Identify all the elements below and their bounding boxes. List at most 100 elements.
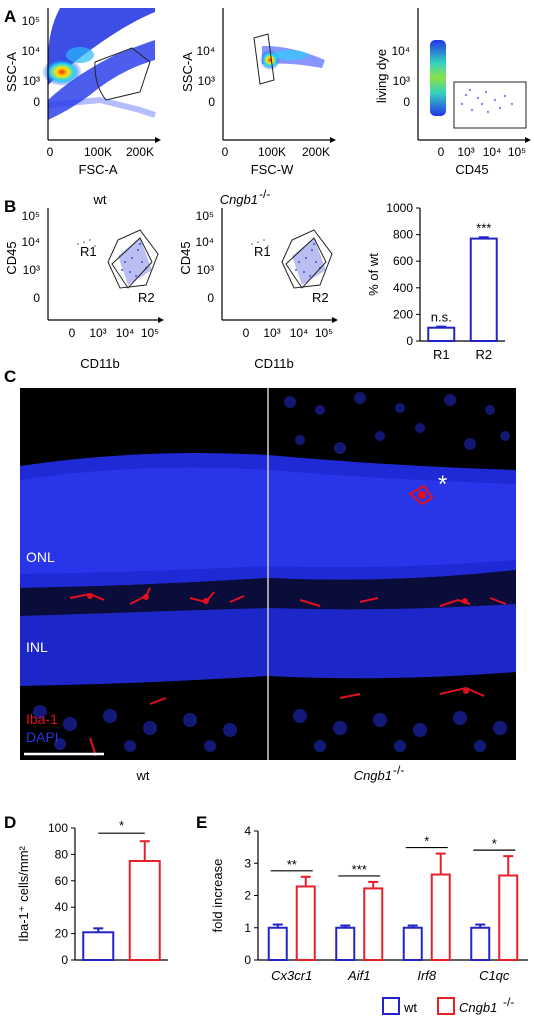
y-tick-label: 80	[55, 847, 69, 861]
ytick-b1-0: 10⁵	[22, 209, 40, 223]
xtick-b2-2: 10⁴	[290, 326, 309, 340]
ytick-a3-2: 0	[403, 95, 410, 109]
gate-r2-b2	[285, 237, 327, 289]
y-tick-label: 40	[55, 900, 69, 914]
y-tick-label: 2	[244, 889, 251, 903]
panel-label-e: E	[196, 813, 207, 832]
panel-label-c: C	[4, 367, 16, 386]
legend-label-wt: wt	[403, 1000, 417, 1015]
layer-label-inl: INL	[26, 639, 48, 655]
ytick-a3-1: 10³	[393, 74, 410, 88]
gate-a3	[453, 81, 527, 129]
y-tick-label: 400	[393, 281, 413, 295]
xlabel-a2: FSC-W	[251, 162, 294, 177]
xtick-b2-1: 10³	[263, 326, 280, 340]
ytick-b1-3: 0	[33, 291, 40, 305]
xtick-a3-3: 10⁵	[508, 145, 526, 159]
ytick-a1-2: 10³	[23, 74, 40, 88]
xtick-a2-2: 200K	[302, 145, 330, 159]
xtick-b2-0: 0	[243, 326, 250, 340]
bar	[267, 926, 288, 961]
gate-label-r2-b1: R2	[138, 290, 155, 305]
gate-a1	[94, 47, 151, 101]
legend-dapi: DAPI	[26, 729, 59, 745]
bar	[430, 873, 451, 961]
significance-label: n.s.	[431, 310, 452, 325]
ytick-b1-1: 10⁴	[21, 235, 40, 249]
xtick-b1-1: 10³	[89, 326, 106, 340]
title-b2: Cngb1	[220, 192, 258, 207]
bar	[82, 931, 115, 962]
significance-label: ***	[352, 862, 367, 877]
significance-label: ***	[476, 220, 491, 235]
xtick-a1-1: 100K	[84, 145, 112, 159]
ylabel-b2: CD45	[178, 241, 193, 274]
ylabel-a3: living dye	[374, 49, 389, 103]
legend-swatch-wt	[382, 997, 400, 1015]
category-label: Aif1	[347, 968, 370, 983]
ytick-a1-3: 0	[33, 95, 40, 109]
caption-cngb1: Cngb1	[354, 768, 392, 783]
gate-r2-b1	[111, 237, 153, 289]
y-tick-label: 0	[244, 953, 251, 967]
xtick-a2-0: 0	[222, 145, 229, 159]
xlabel-b1: CD11b	[80, 356, 120, 371]
y-axis-label: fold increase	[210, 859, 225, 933]
title-b2-sup: -/-	[259, 187, 270, 201]
category-label: Irf8	[417, 968, 437, 983]
y-tick-label: 4	[244, 824, 251, 838]
legend-label-cngb1-sup: -/-	[503, 995, 514, 1009]
asterisk-marker: *	[438, 471, 447, 498]
xlabel-a3: CD45	[455, 162, 488, 177]
y-tick-label: 200	[393, 307, 413, 321]
category-label: R2	[475, 347, 492, 362]
panel-label-a: A	[4, 7, 16, 26]
ytick-b2-2: 10³	[197, 263, 214, 277]
xtick-a2-1: 100K	[258, 145, 286, 159]
title-b1: wt	[93, 192, 107, 207]
y-tick-label: 0	[406, 334, 413, 348]
ylabel-a2: SSC-A	[180, 52, 195, 92]
ytick-a1-1: 10⁴	[21, 44, 40, 58]
flow-plot-a2: 10⁴ 10³ 0 0 100K 200K FSC-W SSC-A	[180, 8, 336, 177]
flow-plot-b1: wt R1 R2 10⁵ 10⁴ 10³ 0 0 10³ 10⁴ 10⁵ CD1…	[4, 192, 164, 371]
y-tick-label: 60	[55, 874, 69, 888]
y-tick-label: 20	[55, 927, 69, 941]
legend-e: wt Cngb1 -/-	[382, 995, 514, 1015]
legend-iba1: Iba-1	[26, 711, 58, 727]
significance-label: **	[287, 857, 297, 872]
y-tick-label: 1000	[386, 201, 413, 215]
panel-label-d: D	[4, 813, 16, 832]
flow-plot-a1: 10⁵ 10⁴ 10³ 0 0 100K 200K FSC-A SSC-A	[4, 8, 161, 177]
bar-chart-d: 0 20 40 60 80 100 Iba-1⁺ cells/mm² *	[16, 818, 168, 967]
xtick-a1-2: 200K	[126, 145, 154, 159]
legend-label-cngb1: Cngb1	[459, 1000, 497, 1015]
xtick-a3-0: 0	[438, 145, 445, 159]
xtick-b2-3: 10⁵	[315, 326, 333, 340]
bar	[427, 326, 456, 343]
ylabel-b1: CD45	[4, 241, 19, 274]
ytick-b2-3: 0	[207, 291, 214, 305]
significance-label: *	[424, 834, 429, 849]
bar	[295, 885, 316, 961]
bar-chart-b: 0 200 400 600 800 1000 % of wt n.s. R1 *** R2	[366, 201, 505, 362]
gate-a2	[253, 33, 275, 85]
ytick-a3-0: 10⁴	[391, 44, 410, 58]
bar	[469, 237, 498, 342]
y-tick-label: 0	[61, 953, 68, 967]
y-tick-label: 1	[244, 921, 251, 935]
micrograph-c: * ONL INL Iba-1 DAPI	[20, 388, 516, 760]
bar	[128, 860, 161, 961]
ytick-b2-1: 10⁴	[195, 235, 214, 249]
caption-wt: wt	[136, 768, 150, 783]
gate-r1-b2	[281, 229, 333, 289]
ylabel-a1: SSC-A	[4, 52, 19, 92]
significance-label: *	[492, 836, 497, 851]
ytick-a1-0: 10⁵	[22, 14, 40, 28]
xlabel-b2: CD11b	[254, 356, 294, 371]
y-tick-label: 800	[393, 228, 413, 242]
significance-label: *	[119, 818, 124, 833]
xtick-b1-0: 0	[69, 326, 76, 340]
ytick-b1-2: 10³	[23, 263, 40, 277]
